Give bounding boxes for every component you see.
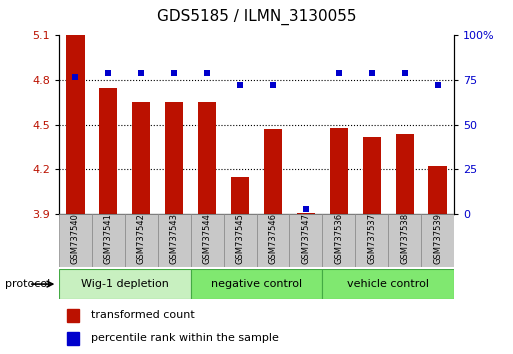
- Text: GSM737544: GSM737544: [203, 213, 212, 263]
- Point: [236, 82, 244, 88]
- Bar: [59, 214, 92, 267]
- Point: [334, 70, 343, 76]
- Bar: [66, 35, 85, 214]
- Text: GSM737541: GSM737541: [104, 213, 113, 263]
- Bar: [125, 214, 158, 267]
- Text: Wig-1 depletion: Wig-1 depletion: [81, 279, 169, 289]
- Bar: [224, 214, 256, 267]
- Bar: [158, 214, 191, 267]
- Text: protocol: protocol: [5, 279, 50, 289]
- Point: [368, 70, 376, 76]
- Point: [104, 70, 112, 76]
- Text: percentile rank within the sample: percentile rank within the sample: [91, 332, 279, 343]
- Bar: [59, 269, 191, 299]
- Bar: [388, 214, 421, 267]
- Point: [170, 70, 179, 76]
- Text: vehicle control: vehicle control: [347, 279, 429, 289]
- Bar: [396, 134, 413, 214]
- Point: [137, 70, 145, 76]
- Bar: [198, 102, 216, 214]
- Text: GSM737536: GSM737536: [334, 212, 343, 264]
- Text: GSM737542: GSM737542: [137, 213, 146, 263]
- Bar: [330, 128, 348, 214]
- Bar: [355, 214, 388, 267]
- Bar: [231, 177, 249, 214]
- Text: GSM737540: GSM737540: [71, 213, 80, 263]
- Bar: [67, 332, 79, 345]
- Point: [203, 70, 211, 76]
- Text: GSM737546: GSM737546: [268, 212, 278, 264]
- Text: GSM737538: GSM737538: [400, 212, 409, 264]
- Bar: [421, 214, 454, 267]
- Bar: [289, 214, 322, 267]
- Bar: [165, 102, 183, 214]
- Bar: [256, 214, 289, 267]
- Point: [269, 82, 277, 88]
- Text: GSM737547: GSM737547: [301, 212, 310, 264]
- Bar: [191, 214, 224, 267]
- Text: GSM737543: GSM737543: [170, 212, 179, 264]
- Text: GSM737539: GSM737539: [433, 212, 442, 264]
- Text: transformed count: transformed count: [91, 309, 194, 320]
- Bar: [264, 129, 282, 214]
- Point: [71, 74, 80, 79]
- Point: [433, 82, 442, 88]
- Text: negative control: negative control: [211, 279, 302, 289]
- Bar: [363, 137, 381, 214]
- Text: GSM737545: GSM737545: [235, 213, 245, 263]
- Bar: [191, 269, 322, 299]
- Text: GDS5185 / ILMN_3130055: GDS5185 / ILMN_3130055: [157, 9, 356, 25]
- Bar: [322, 269, 454, 299]
- Point: [401, 70, 409, 76]
- Bar: [92, 214, 125, 267]
- Bar: [67, 309, 79, 322]
- Bar: [428, 166, 447, 214]
- Text: GSM737537: GSM737537: [367, 212, 376, 264]
- Bar: [297, 213, 315, 214]
- Bar: [322, 214, 355, 267]
- Bar: [100, 87, 117, 214]
- Bar: [132, 102, 150, 214]
- Point: [302, 206, 310, 212]
